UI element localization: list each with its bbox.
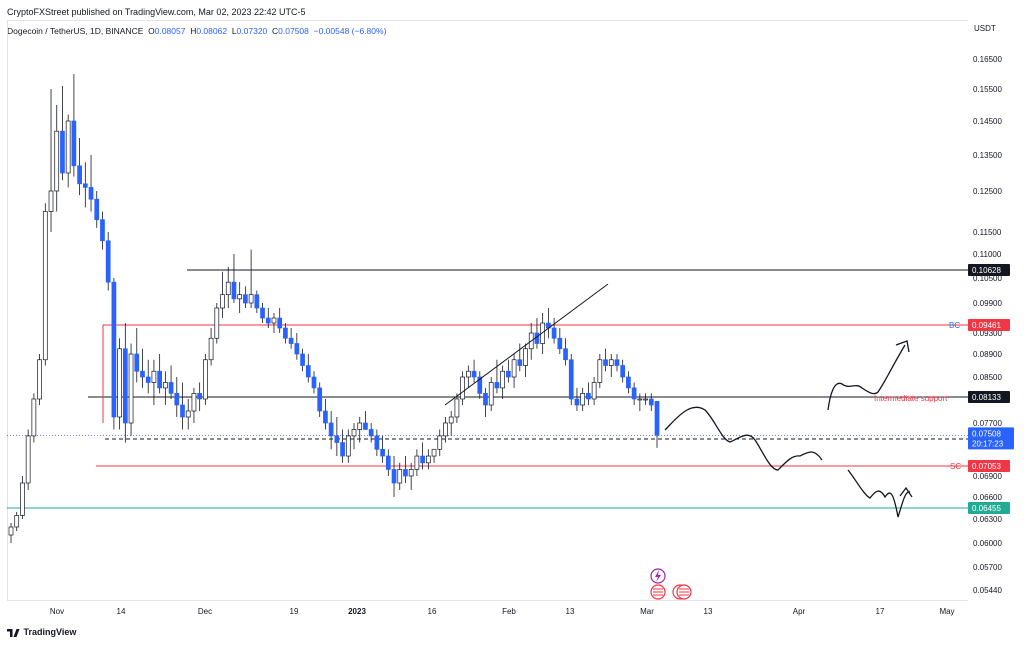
- x-tick-label: 14: [117, 607, 126, 616]
- price-tag-label: 0.06455: [972, 504, 1001, 513]
- last-price-tag-bg: [968, 427, 1014, 450]
- x-tick-label: 16: [428, 607, 437, 616]
- low-value: 0.07320: [236, 26, 268, 36]
- y-tick-label: 0.06600: [973, 493, 1002, 502]
- x-tick-label: Feb: [502, 607, 516, 616]
- price-tag-label: 0.08133: [972, 393, 1001, 402]
- x-tick-label: Mar: [640, 607, 654, 616]
- x-tick-label: 13: [704, 607, 713, 616]
- y-tick-label: 0.05700: [973, 563, 1002, 572]
- y-tick-label: 0.06300: [973, 515, 1002, 524]
- x-tick-label: 13: [566, 607, 575, 616]
- tradingview-logo-icon: [7, 628, 20, 637]
- high-value: 0.08062: [196, 26, 228, 36]
- tradingview-brand[interactable]: TradingView: [7, 627, 76, 637]
- close-value: 0.07508: [278, 26, 309, 36]
- y-tick-label: 0.15500: [973, 85, 1002, 94]
- price-tag-bg: [968, 502, 1010, 514]
- open-label: O: [148, 26, 155, 36]
- y-tick-label: 0.16500: [973, 55, 1002, 64]
- y-tick-label: 0.05440: [973, 586, 1002, 595]
- last-price-tag-countdown: 20:17:23: [972, 439, 1004, 448]
- price-tag-bg: [968, 460, 1010, 472]
- y-tick-label: 0.13500: [973, 151, 1002, 160]
- time-axis[interactable]: Nov 14 Dec 19 2023 16 Feb 13 Mar 13 Apr 17 May: [50, 607, 955, 616]
- symbol-name[interactable]: Dogecoin / TetherUS, 1D, BINANCE: [7, 26, 144, 36]
- price-tag-label: 0.07053: [972, 462, 1001, 471]
- x-tick-label: Dec: [198, 607, 212, 616]
- publisher-line: CryptoFXStreet published on TradingView.…: [7, 7, 306, 17]
- price-tag-bg: [968, 433, 1010, 445]
- price-tag-bg: [968, 264, 1010, 276]
- change-value: −0.00548 (−6.80%): [313, 26, 387, 36]
- y-tick-label: 0.08500: [973, 373, 1002, 382]
- y-tick-label: 0.12500: [973, 187, 1002, 196]
- price-tag-bg: [968, 319, 1010, 331]
- y-tick-label: 0.14500: [973, 117, 1002, 126]
- y-tick-label: 0.08900: [973, 350, 1002, 359]
- y-tick-label: 0.10500: [973, 274, 1002, 283]
- x-tick-label: Nov: [50, 607, 64, 616]
- symbol-legend: Dogecoin / TetherUS, 1D, BINANCE O0.0805…: [7, 26, 386, 36]
- open-value: 0.08057: [154, 26, 186, 36]
- price-tag-label: 0.10628: [972, 266, 1001, 275]
- y-tick-label: 0.09900: [973, 299, 1002, 308]
- price-tags: 0.10628 0.09461 0.08133 0.07452 0.07053 0.064…: [968, 264, 1014, 514]
- y-tick-label: 0.06000: [973, 539, 1002, 548]
- y-tick-label: 0.06900: [973, 472, 1002, 481]
- y-tick-label: 0.07700: [973, 419, 1002, 428]
- x-tick-label: Apr: [793, 607, 806, 616]
- brand-name: TradingView: [23, 627, 77, 637]
- x-tick-label: 19: [290, 607, 299, 616]
- currency-label: USDT: [974, 24, 996, 33]
- price-tag-label: 0.09461: [972, 321, 1001, 330]
- high-label: H: [190, 26, 197, 36]
- y-tick-label: 0.11000: [973, 250, 1002, 259]
- chart-area[interactable]: [7, 20, 968, 601]
- last-price-tag-value: 0.07508: [972, 429, 1001, 438]
- y-tick-label: 0.09300: [973, 329, 1002, 338]
- x-tick-label: 2023: [348, 607, 366, 616]
- x-tick-label: May: [939, 607, 954, 616]
- close-label: C: [272, 26, 279, 36]
- x-tick-label: 17: [876, 607, 885, 616]
- price-tag-label: 0.07452: [972, 435, 1001, 444]
- low-label: L: [231, 26, 237, 36]
- y-tick-label: 0.11500: [973, 228, 1002, 237]
- price-axis[interactable]: 0.16500 0.15500 0.14500 0.13500 0.12500 0.115…: [973, 55, 1002, 595]
- price-tag-bg: [968, 391, 1010, 403]
